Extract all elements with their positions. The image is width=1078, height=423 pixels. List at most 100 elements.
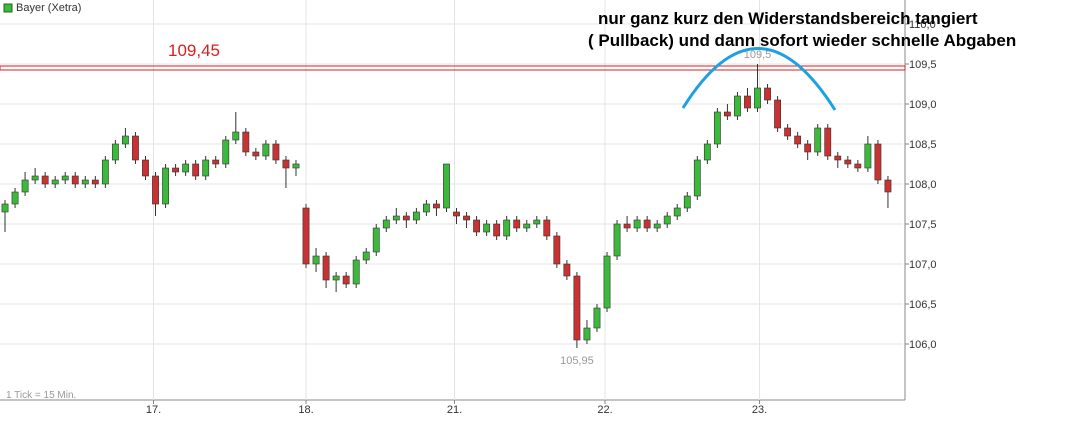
candle-body bbox=[322, 255, 330, 281]
candle-body bbox=[663, 215, 671, 225]
candle-body bbox=[623, 223, 631, 229]
candle-body bbox=[423, 203, 430, 213]
candle-body bbox=[162, 167, 169, 205]
candle-body bbox=[192, 163, 200, 177]
candle-body bbox=[854, 163, 862, 169]
candle-body bbox=[352, 259, 360, 285]
legend-label: Bayer (Xetra) bbox=[16, 2, 81, 14]
candle-body bbox=[563, 263, 571, 277]
candle-body bbox=[152, 175, 159, 205]
candle-body bbox=[523, 223, 531, 229]
x-tick-label: 18. bbox=[298, 404, 313, 416]
candle-body bbox=[804, 143, 812, 153]
candle-body bbox=[142, 159, 149, 177]
candle-body bbox=[553, 235, 561, 265]
candle-body bbox=[372, 227, 380, 253]
candle-body bbox=[382, 219, 390, 229]
candle-body bbox=[503, 219, 511, 237]
candle-body bbox=[613, 223, 621, 257]
candle-body bbox=[51, 179, 59, 185]
resistance-line bbox=[0, 65, 906, 71]
candle-body bbox=[1, 203, 9, 213]
annotation: nur ganz kurz den Widerstandsbereich tan… bbox=[598, 9, 978, 28]
footnote: 1 Tick = 15 Min. bbox=[6, 390, 76, 401]
annotation: ( Pullback) und dann sofort wieder schne… bbox=[588, 31, 1016, 50]
candle-body bbox=[21, 179, 29, 193]
candle-body bbox=[864, 143, 872, 169]
candle-body bbox=[111, 143, 119, 161]
candle-body bbox=[774, 99, 781, 129]
candle-body bbox=[41, 175, 49, 185]
candle-body bbox=[473, 219, 480, 233]
y-tick-label: 107,5 bbox=[909, 219, 937, 231]
y-tick-label: 109,0 bbox=[909, 99, 937, 111]
x-tick-label: 21. bbox=[447, 404, 462, 416]
candle-body bbox=[603, 255, 611, 309]
candle-body bbox=[91, 179, 99, 185]
candle-body bbox=[583, 327, 591, 341]
candle-body bbox=[362, 251, 370, 261]
candle-body bbox=[673, 207, 681, 217]
candle-body bbox=[61, 175, 69, 181]
candle-body bbox=[703, 143, 711, 161]
candle-body bbox=[543, 219, 551, 237]
candle-body bbox=[31, 175, 39, 181]
low-label: 105,95 bbox=[560, 355, 594, 367]
candle-body bbox=[272, 143, 280, 161]
legend-swatch bbox=[3, 3, 13, 13]
candle-body bbox=[633, 219, 641, 229]
candle-body bbox=[693, 159, 701, 197]
candle-body bbox=[101, 159, 109, 185]
candle-body bbox=[744, 95, 751, 109]
candle-body bbox=[242, 131, 250, 153]
y-tick-label: 109,5 bbox=[909, 59, 937, 71]
candle-body bbox=[132, 135, 139, 161]
candle-body bbox=[463, 215, 470, 221]
y-tick-label: 110,0 bbox=[909, 19, 936, 31]
candle-body bbox=[814, 127, 822, 153]
candle-body bbox=[453, 211, 460, 217]
candle-body bbox=[824, 127, 832, 157]
candle-body bbox=[884, 179, 892, 193]
candle-body bbox=[402, 215, 410, 221]
y-tick-label: 108,5 bbox=[909, 139, 937, 151]
candle-body bbox=[754, 87, 761, 109]
resistance-label: 109,45 bbox=[168, 41, 220, 60]
candle-body bbox=[784, 127, 792, 137]
candle-body bbox=[493, 223, 501, 237]
candle-body bbox=[262, 143, 270, 157]
candle-body bbox=[292, 163, 300, 169]
candle-body bbox=[71, 175, 79, 185]
candle-body bbox=[392, 215, 400, 221]
candle-body bbox=[794, 135, 802, 145]
candle-body bbox=[643, 219, 651, 229]
candle-body bbox=[202, 159, 210, 177]
candle-body bbox=[342, 275, 350, 285]
candle-body bbox=[683, 195, 691, 209]
candle-body bbox=[483, 223, 491, 233]
candle-body bbox=[433, 203, 440, 209]
candle-body bbox=[844, 159, 852, 165]
candle-body bbox=[834, 155, 842, 161]
candle-body bbox=[222, 139, 230, 165]
candle-body bbox=[713, 111, 721, 145]
candle-body bbox=[412, 211, 420, 221]
y-tick-label: 106,0 bbox=[909, 339, 937, 351]
y-tick-label: 108,0 bbox=[909, 179, 937, 191]
x-tick-label: 23. bbox=[752, 404, 767, 416]
candle-body bbox=[734, 95, 741, 117]
candle-body bbox=[282, 159, 290, 169]
high-label: 109,5 bbox=[744, 49, 772, 61]
candle-body bbox=[332, 275, 340, 281]
candle-body bbox=[533, 219, 541, 225]
y-tick-label: 106,5 bbox=[909, 299, 937, 311]
candle-body bbox=[232, 131, 240, 141]
candle-body bbox=[81, 179, 89, 185]
candle-body bbox=[11, 191, 19, 205]
candle-body bbox=[513, 219, 521, 229]
candle-body bbox=[172, 167, 179, 173]
x-tick-label: 22. bbox=[597, 404, 612, 416]
candle-body bbox=[443, 163, 450, 209]
